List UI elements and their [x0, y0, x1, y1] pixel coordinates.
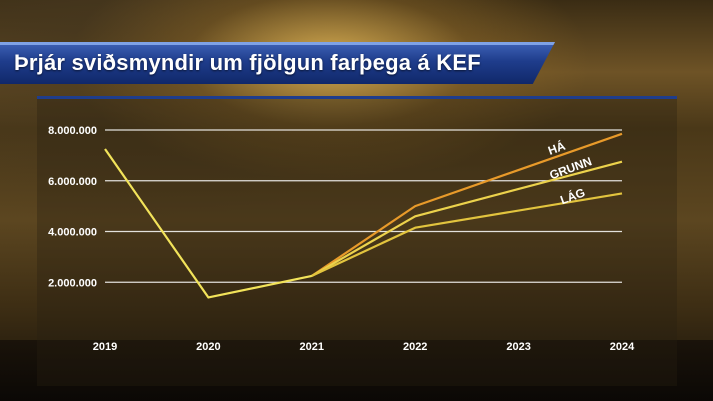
chart-panel [37, 96, 677, 386]
y-tick-label: 8.000.000 [48, 125, 97, 137]
chart-title: Þrjár sviðsmyndir um fjölgun farþega á K… [14, 50, 481, 75]
airport-silhouette [0, 340, 713, 401]
x-tick-label: 2019 [93, 341, 117, 353]
series-line-há [311, 132, 623, 277]
x-tick-label: 2024 [610, 341, 635, 353]
series-line-grunn [311, 160, 623, 277]
x-tick-label: 2022 [403, 341, 427, 353]
series-label: LÁG [558, 184, 587, 207]
title-banner-highlight [0, 42, 555, 45]
x-tick-label: 2023 [506, 341, 530, 353]
series-line-lág [311, 192, 623, 277]
y-tick-label: 4.000.000 [48, 227, 97, 239]
series-label: HÁ [546, 138, 568, 158]
title-banner: Þrjár sviðsmyndir um fjölgun farþega á K… [0, 42, 555, 84]
y-tick-label: 6.000.000 [48, 176, 97, 188]
series-line-historical [104, 148, 313, 299]
y-tick-label: 2.000.000 [48, 277, 97, 289]
x-tick-label: 2020 [196, 341, 220, 353]
x-tick-label: 2021 [300, 341, 324, 353]
